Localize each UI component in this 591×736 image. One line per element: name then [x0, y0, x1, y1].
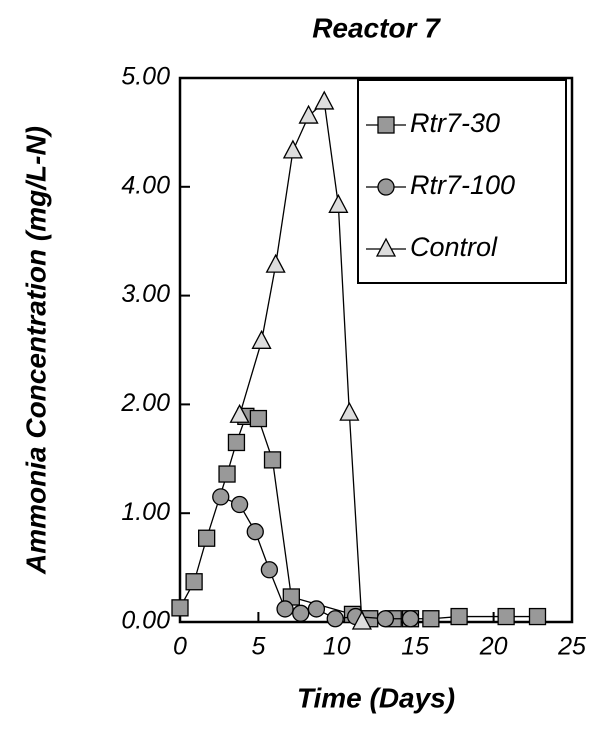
circle-marker [401, 610, 420, 628]
triangle-marker [282, 139, 303, 159]
y-tick-label: 1.00 [121, 498, 170, 526]
square-marker [227, 433, 246, 452]
circle-marker [307, 600, 326, 618]
legend-label: Rtr7-100 [410, 170, 515, 200]
triangle-marker [298, 104, 319, 124]
square-marker [377, 116, 395, 134]
circle-marker [376, 610, 395, 628]
x-axis-label: Time (Days) [297, 682, 455, 713]
triangle-marker [328, 193, 349, 213]
series-line [238, 100, 363, 623]
triangle-marker [314, 90, 335, 110]
circle-marker [260, 561, 279, 579]
square-marker [185, 573, 203, 591]
circle-marker [377, 178, 395, 196]
y-tick-label: 5.00 [121, 63, 170, 91]
x-tick-label: 0 [173, 633, 187, 661]
square-marker [171, 599, 189, 617]
square-marker [450, 607, 468, 626]
legend-label: Control [410, 232, 498, 262]
legend-label: Rtr7-30 [410, 108, 500, 138]
square-marker [198, 529, 216, 547]
y-tick-label: 3.00 [121, 280, 170, 308]
square-marker [263, 451, 282, 469]
circle-marker [292, 604, 310, 622]
y-tick-label: 4.00 [121, 171, 170, 199]
y-tick-label: 0.00 [121, 607, 170, 635]
triangle-marker [251, 329, 272, 349]
circle-marker [246, 523, 264, 541]
circle-marker [326, 610, 344, 628]
y-tick-label: 2.00 [120, 389, 170, 417]
circle-marker [276, 600, 294, 618]
triangle-marker [265, 253, 286, 273]
triangle-marker [229, 403, 250, 423]
triangle-marker [351, 610, 372, 630]
x-tick-label: 5 [251, 633, 265, 661]
x-tick-label: 15 [401, 633, 429, 661]
x-tick-label: 10 [323, 633, 351, 661]
triangle-marker [339, 401, 360, 421]
square-marker [528, 607, 547, 626]
triangle-marker [375, 237, 397, 257]
square-marker [422, 610, 440, 628]
square-marker [249, 409, 268, 428]
square-marker [497, 607, 515, 626]
chart-title: Reactor 7 [312, 12, 441, 43]
circle-marker [212, 488, 230, 506]
x-tick-label: 20 [479, 633, 508, 661]
circle-marker [230, 495, 249, 514]
x-tick-label: 25 [557, 633, 586, 661]
y-axis-label: Ammonia Concentration (mg/L-N) [20, 126, 51, 575]
square-marker [218, 465, 236, 483]
